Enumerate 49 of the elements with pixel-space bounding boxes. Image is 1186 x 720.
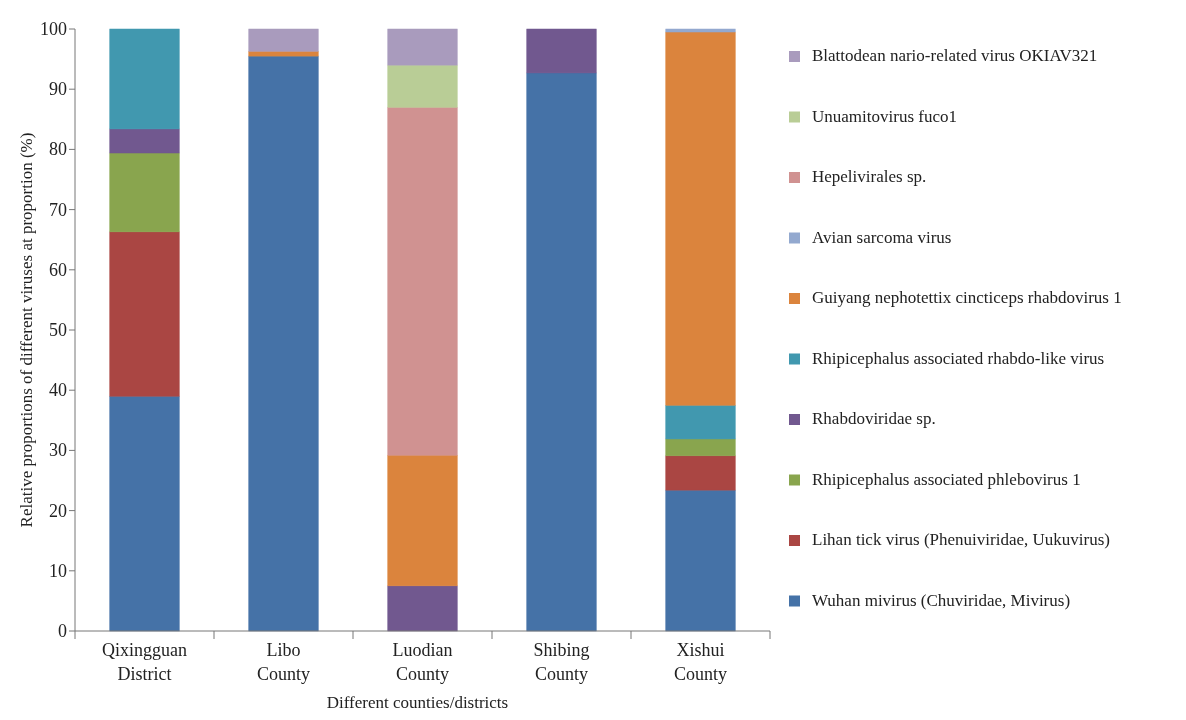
bar bbox=[526, 28, 597, 74]
y-tick-label: 0 bbox=[58, 621, 67, 641]
y-tick-label: 90 bbox=[49, 79, 67, 100]
x-tick-label: Xishui County bbox=[673, 640, 728, 684]
legend-label: Wuhan mivirus (Chuviridae, Mivirus) bbox=[812, 590, 1071, 610]
bar bbox=[387, 454, 458, 587]
legend-label: Rhipicephalus associated rhabdo-like virus bbox=[812, 348, 1105, 368]
bar bbox=[665, 455, 736, 491]
bar bbox=[109, 395, 180, 632]
bar bbox=[665, 438, 736, 457]
y-tick-label: 20 bbox=[49, 500, 67, 521]
bar bbox=[665, 31, 736, 406]
y-tick-label: 30 bbox=[49, 440, 67, 461]
x-tick-label: Qixingguan District bbox=[102, 640, 187, 684]
bar bbox=[248, 51, 319, 57]
legend-label: Blattodean nario-related virus OKIAV321 bbox=[812, 46, 1098, 65]
bar bbox=[109, 128, 180, 154]
legend-label: Unuamitovirus fuco1 bbox=[812, 106, 957, 126]
y-tick-label: 100 bbox=[40, 19, 67, 39]
legend-label: Rhabdoviridae sp. bbox=[812, 409, 936, 428]
legend-label: Hepelivirales sp. bbox=[812, 167, 927, 186]
y-axis-title: Relative proportions of different viruses at proportion (%) bbox=[17, 132, 36, 528]
x-tick-label: Libo County bbox=[256, 640, 311, 684]
bar bbox=[665, 405, 736, 440]
bar bbox=[248, 55, 319, 632]
bar bbox=[387, 64, 458, 108]
bar bbox=[665, 28, 736, 33]
y-tick-label: 80 bbox=[49, 139, 67, 160]
y-tick-label: 10 bbox=[49, 560, 67, 581]
bar bbox=[387, 28, 458, 66]
x-axis-title: Different counties/districts bbox=[326, 693, 509, 712]
legend-label: Avian sarcoma virus bbox=[812, 227, 952, 247]
legend-label: Rhipicephalus associated phlebovirus 1 bbox=[812, 469, 1081, 489]
x-tick-label: Luodian County bbox=[392, 640, 453, 684]
y-tick-label: 60 bbox=[49, 259, 67, 280]
bar bbox=[109, 28, 180, 130]
bar bbox=[665, 489, 736, 632]
legend-label: Lihan tick virus (Phenuiviridae, Uukuvirus) bbox=[812, 530, 1110, 549]
bar bbox=[387, 107, 458, 456]
bar bbox=[526, 72, 597, 632]
y-tick-label: 70 bbox=[49, 199, 67, 220]
bar bbox=[109, 231, 180, 397]
bar bbox=[387, 585, 458, 632]
x-tick-label: Shibing County bbox=[533, 640, 590, 684]
legend-label: Guiyang nephotettix cincticeps rhabdovirus 1 bbox=[812, 288, 1122, 307]
y-tick-label: 40 bbox=[49, 380, 67, 401]
bar bbox=[109, 152, 180, 233]
bar bbox=[248, 28, 319, 52]
y-tick-label: 50 bbox=[49, 320, 67, 340]
